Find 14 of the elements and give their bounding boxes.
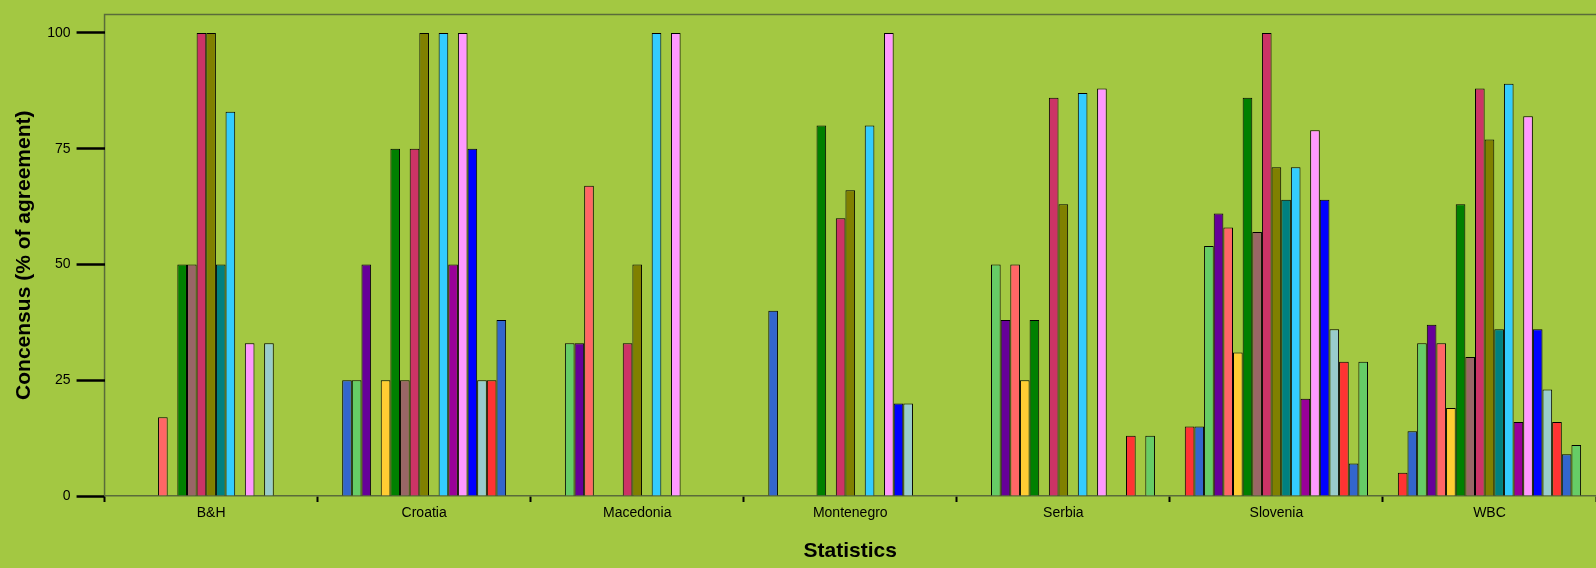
x-tick-label: B&H [196, 504, 226, 521]
x-tick-label: WBC [1473, 504, 1506, 521]
x-tick-label: Macedonia [602, 504, 672, 521]
y-tick-label: 75 [54, 139, 71, 156]
y-tick-label: 100 [47, 23, 71, 40]
x-tick-label: Slovenia [1249, 504, 1304, 521]
x-axis-title: Statistics [803, 538, 897, 562]
x-tick-label: Croatia [401, 504, 447, 521]
y-tick-label: 50 [54, 255, 71, 272]
y-axis-title: Concensus (% of agreement) [11, 110, 35, 400]
x-tick-label: Serbia [1043, 504, 1084, 521]
x-tick-label: Montenegro [812, 504, 888, 521]
y-tick-label: 25 [54, 371, 71, 388]
y-tick-label: 0 [62, 486, 71, 503]
